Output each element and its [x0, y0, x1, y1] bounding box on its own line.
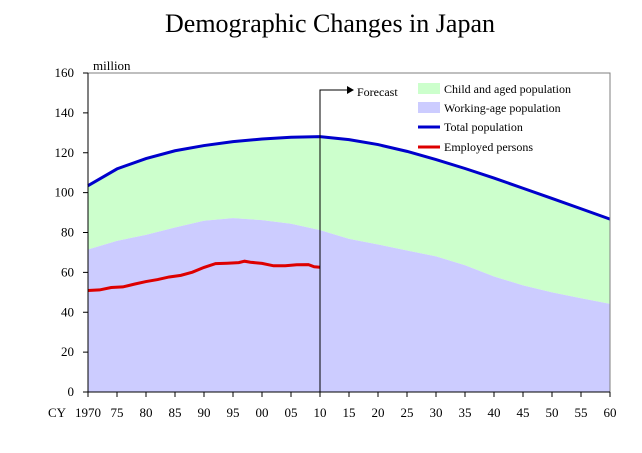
x-tick-label: 90	[198, 405, 211, 420]
x-tick-label: 75	[111, 405, 124, 420]
forecast-arrow-line	[319, 89, 348, 92]
x-tick-label: 35	[459, 405, 472, 420]
area-working-age	[88, 218, 610, 392]
line-layer	[87, 135, 611, 293]
y-tick-label: 140	[55, 105, 75, 120]
y-tick-label: 160	[55, 65, 75, 80]
x-tick-label: 00	[256, 405, 269, 420]
x-tick-label: 20	[372, 405, 385, 420]
x-tick-label: 10	[314, 405, 327, 420]
x-tick-label: 30	[430, 405, 443, 420]
legend-swatch-child-aged	[418, 83, 440, 94]
forecast-label: Forecast	[357, 85, 398, 99]
y-tick-label: 20	[61, 344, 74, 359]
line-employed-persons	[87, 259, 321, 293]
legend-label-child-aged: Child and aged population	[444, 82, 571, 96]
forecast-arrow-head	[347, 86, 354, 94]
y-tick-label: 100	[55, 185, 75, 200]
x-tick-label: 1970	[75, 405, 101, 420]
x-tick-label: 60	[604, 405, 617, 420]
y-tick-label: 60	[61, 264, 74, 279]
y-axis-unit-label: million	[93, 58, 131, 73]
legend-label-working-age: Working-age population	[444, 101, 561, 115]
x-axis-ticks: 1970 75 80 85 90 95 00 05 10 15 20 25 30 35 40 45 50 55 60	[75, 392, 617, 420]
area-layer	[88, 136, 610, 392]
y-tick-label: 80	[61, 225, 74, 240]
x-tick-label: 50	[546, 405, 559, 420]
x-tick-label: 80	[140, 405, 153, 420]
y-tick-label: 120	[55, 145, 75, 160]
legend: Child and aged population Working-age po…	[418, 82, 571, 154]
x-tick-label: 45	[517, 405, 530, 420]
y-axis-ticks: 0 20 40 60 80 100 120 140 160	[55, 65, 88, 399]
line-total-population	[87, 135, 611, 221]
x-axis-prefix: CY	[48, 405, 67, 420]
legend-label-employed: Employed persons	[444, 140, 533, 154]
x-tick-label: 40	[488, 405, 501, 420]
x-tick-label: 25	[401, 405, 414, 420]
legend-swatch-working-age	[418, 102, 440, 113]
chart-title: Demographic Changes in Japan	[165, 9, 495, 38]
x-tick-label: 85	[169, 405, 182, 420]
x-tick-label: 55	[575, 405, 588, 420]
y-tick-label: 40	[61, 304, 74, 319]
y-tick-label: 0	[68, 384, 75, 399]
x-tick-label: 15	[343, 405, 356, 420]
x-tick-label: 95	[227, 405, 240, 420]
x-tick-label: 05	[285, 405, 298, 420]
legend-label-total: Total population	[444, 120, 523, 134]
area-child-and-aged	[88, 136, 610, 304]
